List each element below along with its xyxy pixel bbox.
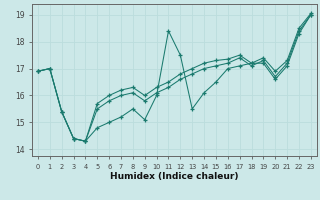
X-axis label: Humidex (Indice chaleur): Humidex (Indice chaleur) [110, 172, 239, 181]
